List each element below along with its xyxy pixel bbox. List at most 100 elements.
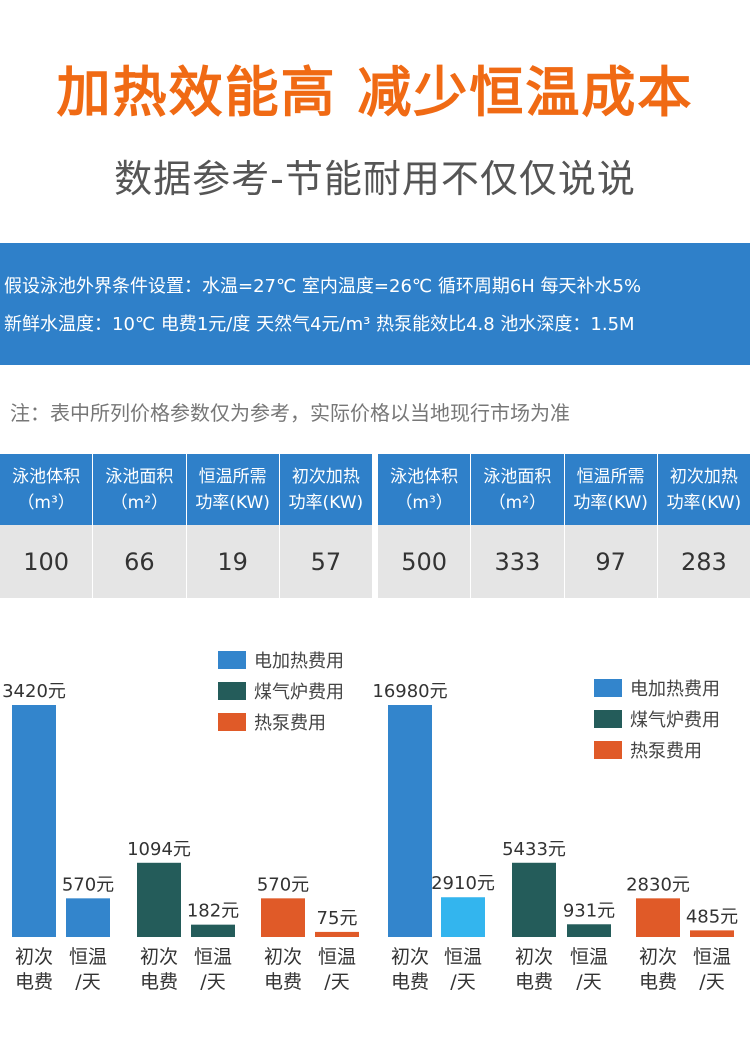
header-cell-keep-power: 恒温所需 功率(KW) <box>187 454 280 525</box>
header-label: 恒温所需 <box>198 466 267 487</box>
legend-label: 电加热费用 <box>630 678 720 700</box>
legend-item-gas: 煤气炉费用 <box>218 675 344 706</box>
value-cell-initial-power: 57 <box>310 547 342 576</box>
header-label: 初次加热 <box>669 466 738 487</box>
bar-heatpump-5 <box>690 930 734 937</box>
data-label: 570元 <box>257 874 309 895</box>
data-label: 931元 <box>563 900 615 921</box>
bar-gas-2 <box>512 862 556 937</box>
table-row: 100 66 19 57 <box>0 525 372 598</box>
legend-label: 煤气炉费用 <box>254 681 344 703</box>
header-unit: 功率(KW) <box>288 492 364 513</box>
bar-gas-3 <box>567 924 611 937</box>
header-cell-initial-power: 初次加热功率(KW) <box>280 454 372 525</box>
data-label: 485元 <box>686 906 738 927</box>
tick-label: /天 <box>699 971 724 993</box>
legend-swatch <box>218 650 246 669</box>
data-label: 16980元 <box>372 681 447 702</box>
page-subtitle: 数据参考-节能耐用不仅仅说说 <box>114 157 636 201</box>
table-header: 泳池体积 （m³） 泳池面积 （m²） 恒温所需 功率(KW) 初次加热功率(KW) <box>0 454 372 525</box>
tick-label: 电费 <box>15 971 53 993</box>
legend-swatch <box>218 712 246 731</box>
tick-label: 初次 <box>264 946 302 968</box>
data-label: 2830元 <box>626 874 690 895</box>
legend-label: 热泵费用 <box>254 712 326 734</box>
cost-chart-small-pool: 3420元 初次 电费 570元 恒温/天 1094元 初次 电费 182元 恒温/天 570元 初次… <box>0 640 372 1020</box>
bar-electric-1 <box>66 898 110 937</box>
tick-label: /天 <box>75 971 100 993</box>
header-unit: （m²） <box>488 492 547 513</box>
bar-heatpump-4 <box>636 898 680 937</box>
conditions-banner: 假设泳池外界条件设置：水温=27℃ 室内温度=26℃ 循环周期6H 每天补水5%… <box>0 243 750 365</box>
tick-label: 电费 <box>639 971 677 993</box>
bar-gas-2 <box>137 862 181 937</box>
chart-legend: 电加热费用煤气炉费用热泵费用 <box>218 644 344 737</box>
value-cell-volume: 500 <box>378 525 472 598</box>
pool-table-small: 泳池体积 （m³） 泳池面积 （m²） 恒温所需 功率(KW) 初次加热 功率(KW) … <box>0 454 372 598</box>
tick-label: /天 <box>200 971 225 993</box>
legend-label: 热泵费用 <box>630 740 702 762</box>
value-cell-keep-power: 19 <box>187 525 280 598</box>
data-label: 3420元 <box>2 681 66 702</box>
legend-item-heatpump: 热泵费用 <box>218 706 344 737</box>
chart-legend: 电加热费用煤气炉费用热泵费用 <box>594 672 720 765</box>
cost-chart-large-pool: 16980元 初次 电费 2910元 恒温/天 5433元 初次 电费 931元 恒温/天 2830… <box>372 640 750 1020</box>
header-label: 泳池面积 <box>105 466 174 487</box>
header-cell-volume: 泳池体积 （m³） <box>378 454 472 525</box>
legend-item-heatpump: 热泵费用 <box>594 734 720 765</box>
header-unit: （m²） <box>110 492 169 513</box>
tick-label: 初次 <box>391 946 429 968</box>
tick-label: 初次 <box>639 946 677 968</box>
legend-item-gas: 煤气炉费用 <box>594 703 720 734</box>
pool-table-large: 泳池体积 （m³） 泳池面积 （m²） 恒温所需 功率(KW) 初次加热 功率(KW) … <box>378 454 750 598</box>
header-label: 恒温所需 <box>576 466 645 487</box>
table-row: 500 333 97 283 <box>378 525 750 598</box>
legend-swatch <box>218 681 246 700</box>
header-cell-area: 泳池面积 （m²） <box>93 454 187 525</box>
header-label: 初次加热 <box>291 466 360 487</box>
tick-label: 恒温 <box>194 946 232 968</box>
value-cell-initial-power: 283 <box>680 547 727 576</box>
bar-gas-3 <box>191 924 235 937</box>
header-cell-area: 泳池面积 （m²） <box>471 454 565 525</box>
value-cell-keep-power: 97 <box>565 525 658 598</box>
tick-label: 电费 <box>391 971 429 993</box>
legend-swatch <box>594 709 622 728</box>
legend-swatch <box>594 740 622 759</box>
bar-electric-1 <box>441 897 485 937</box>
tick-label: /天 <box>450 971 475 993</box>
data-label: 570元 <box>62 874 114 895</box>
tick-label: 初次 <box>15 946 53 968</box>
value-cell-area: 66 <box>93 525 187 598</box>
tick-label: 恒温 <box>318 946 356 968</box>
tick-label: 恒温 <box>69 946 107 968</box>
header-cell-initial-power: 初次加热功率(KW) <box>658 454 750 525</box>
header-cell-volume: 泳池体积 （m³） <box>0 454 94 525</box>
legend-label: 电加热费用 <box>254 650 344 672</box>
tick-label: 恒温 <box>693 946 731 968</box>
header-label: 泳池面积 <box>483 466 552 487</box>
data-label: 182元 <box>187 901 239 922</box>
legend-item-electric: 电加热费用 <box>594 672 720 703</box>
header-cell-keep-power: 恒温所需功率(KW) <box>565 454 658 525</box>
data-label: 1094元 <box>127 839 191 860</box>
legend-item-electric: 电加热费用 <box>218 644 344 675</box>
price-note: 注：表中所列价格参数仅为参考，实际价格以当地现行市场为准 <box>10 401 570 425</box>
header-unit: 功率(KW) <box>573 492 648 513</box>
header-label: 泳池体积 <box>390 466 459 487</box>
tick-label: 恒温 <box>570 946 608 968</box>
tick-label: 恒温 <box>444 946 482 968</box>
bar-electric-0 <box>12 705 56 937</box>
value-cell-area: 333 <box>471 525 565 598</box>
conditions-line-2: 新鲜水温度：10℃ 电费1元/度 天然气4元/m³ 热泵能效比4.8 池水深度：… <box>4 314 635 335</box>
header-unit: （m³） <box>17 492 75 513</box>
header-unit: （m³） <box>395 492 453 513</box>
table-header: 泳池体积 （m³） 泳池面积 （m²） 恒温所需 功率(KW) 初次加热 功率(KW) <box>378 454 750 525</box>
tick-label: 电费 <box>515 971 553 993</box>
header-unit: 功率(KW) <box>666 492 742 513</box>
data-label: 2910元 <box>431 873 495 894</box>
tick-label: 初次 <box>140 946 178 968</box>
bar-heatpump-5 <box>315 931 359 937</box>
